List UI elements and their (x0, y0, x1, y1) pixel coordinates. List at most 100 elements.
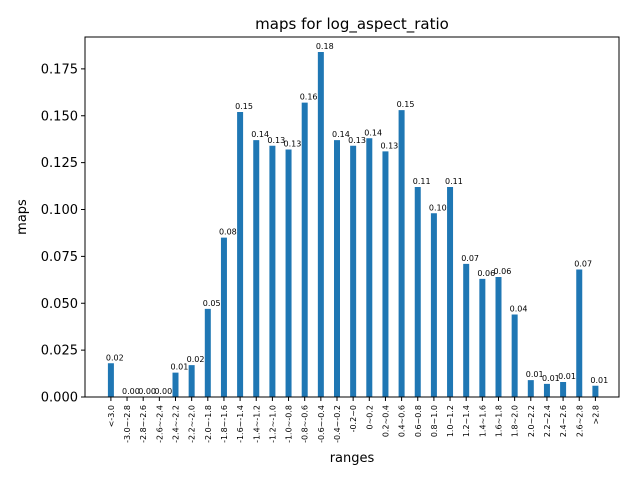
bar-value-label: 0.00 (138, 387, 156, 396)
x-tick-label: -1.0~-0.8 (285, 405, 294, 443)
bar-value-label: 0.11 (445, 177, 463, 186)
bar (463, 263, 470, 398)
x-tick-label: 0.4~0.6 (398, 405, 407, 437)
bar (269, 145, 276, 397)
bar (350, 145, 357, 397)
bar-value-label: 0.01 (526, 370, 544, 379)
bar (430, 213, 437, 397)
x-tick-label: -1.2~-1.0 (268, 405, 277, 443)
bar-value-label: 0.14 (364, 128, 382, 137)
bar-value-label: 0.00 (122, 387, 140, 396)
bar-value-label: 0.15 (397, 100, 415, 109)
x-tick-label: 1.6~1.8 (495, 405, 504, 437)
data-labels: 0.020.000.000.000.010.020.050.080.150.14… (106, 42, 608, 396)
bar-value-label: 0.06 (494, 267, 512, 276)
bar (543, 383, 550, 398)
x-tick-label: -2.8~-2.6 (139, 405, 148, 443)
bar (237, 112, 244, 397)
x-tick-label: 1.0~1.2 (446, 405, 455, 437)
x-tick-label: 0~0.2 (365, 405, 374, 430)
x-tick-label: 1.8~2.0 (511, 405, 520, 437)
x-tick-label: -1.6~-1.4 (236, 405, 245, 443)
bar (301, 102, 308, 398)
bar-value-label: 0.01 (542, 374, 560, 383)
x-tick-label: -0.2~0 (349, 405, 358, 432)
bar (398, 110, 405, 398)
x-tick-label: -3.0~-2.8 (123, 405, 132, 443)
bars (107, 52, 599, 398)
x-axis-label: ranges (330, 451, 375, 466)
bar-value-label: 0.13 (267, 136, 285, 145)
bar-value-label: 0.07 (461, 254, 479, 263)
bar (334, 140, 340, 398)
bar (366, 138, 373, 397)
x-tick-label: >2.8 (591, 405, 600, 424)
bar (495, 277, 502, 397)
x-tick-label: -0.6~-0.4 (317, 405, 326, 443)
x-tick-label: 0.8~1.0 (430, 405, 439, 437)
x-tick-label: -2.0~-1.8 (204, 405, 213, 443)
bar (527, 380, 534, 398)
x-tick-label: 2.6~2.8 (575, 405, 584, 437)
y-tick-label: 0.125 (41, 156, 78, 171)
y-axis-ticks: 0.000 0.025 0.050 0.075 0.100 0.125 0.150 0.175 (41, 62, 85, 406)
y-tick-label: 0.000 (41, 391, 78, 406)
y-tick-label: 0.100 (41, 203, 78, 218)
bar (560, 382, 567, 397)
y-tick-label: 0.150 (41, 109, 78, 124)
x-tick-label: <-3.0 (107, 405, 116, 427)
bar-value-label: 0.18 (316, 42, 334, 51)
bar (447, 187, 454, 397)
bar-value-label: 0.14 (251, 130, 269, 139)
x-tick-label: 1.2~1.4 (462, 405, 471, 437)
x-axis-ticks: <-3.0 -3.0~-2.8 -2.8~-2.6 -2.6~-2.4 -2.4~-2.… (107, 397, 600, 443)
bar (592, 385, 599, 397)
x-tick-label: 2.2~2.4 (543, 405, 552, 437)
bar (204, 308, 211, 398)
x-tick-label: -2.4~-2.2 (172, 405, 181, 443)
x-tick-label: -2.2~-2.0 (188, 405, 197, 443)
bar (479, 278, 486, 398)
bar (317, 52, 324, 397)
x-tick-label: 0.6~0.8 (414, 405, 423, 437)
bar-value-label: 0.01 (171, 363, 189, 372)
bar-value-label: 0.11 (413, 177, 431, 186)
bar-value-label: 0.01 (558, 372, 576, 381)
bar (414, 187, 421, 397)
bar-value-label: 0.08 (219, 228, 237, 237)
bar-value-label: 0.06 (477, 269, 495, 278)
bar (253, 140, 260, 398)
bar-value-label: 0.04 (510, 305, 528, 314)
bar (576, 269, 583, 397)
x-tick-label: -0.8~-0.6 (301, 405, 310, 443)
chart-title: maps for log_aspect_ratio (255, 15, 449, 34)
bar-value-label: 0.00 (154, 387, 172, 396)
y-tick-label: 0.025 (41, 344, 78, 359)
bar-value-label: 0.13 (380, 141, 398, 150)
bar-value-label: 0.10 (429, 203, 447, 212)
bar (285, 149, 292, 397)
bar-value-label: 0.07 (574, 260, 592, 269)
x-tick-label: 0.2~0.4 (381, 405, 390, 437)
bar (188, 365, 195, 398)
y-axis-label: maps (15, 199, 30, 235)
bar (382, 151, 389, 398)
bar-value-label: 0.02 (187, 355, 205, 364)
bar-value-label: 0.13 (348, 136, 366, 145)
bar-value-label: 0.16 (300, 93, 318, 102)
y-tick-label: 0.175 (41, 62, 78, 77)
bar (220, 237, 227, 398)
bar-value-label: 0.14 (332, 130, 350, 139)
bar (172, 372, 179, 398)
x-tick-label: 2.0~2.2 (527, 405, 536, 437)
y-tick-label: 0.050 (41, 297, 78, 312)
bar (511, 314, 518, 397)
y-tick-label: 0.075 (41, 250, 78, 265)
bar-value-label: 0.01 (590, 376, 608, 385)
bar-value-label: 0.05 (203, 299, 221, 308)
plot-frame (84, 36, 620, 398)
x-tick-label: -2.6~-2.4 (155, 405, 164, 443)
x-tick-label: 2.4~2.6 (559, 405, 568, 437)
